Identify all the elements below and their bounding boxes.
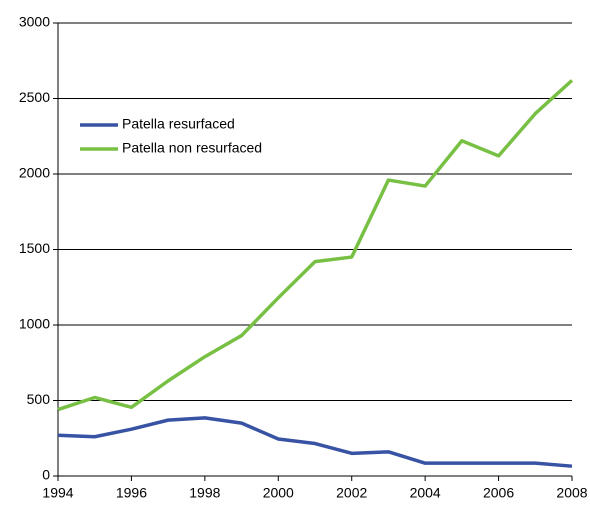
x-tick-label: 2008: [556, 485, 587, 501]
x-tick-label: 2004: [410, 485, 441, 501]
x-tick-label: 1996: [116, 485, 147, 501]
y-tick-label: 1000: [19, 316, 50, 332]
x-tick-label: 1998: [189, 485, 220, 501]
y-tick-label: 3000: [19, 14, 50, 30]
x-tick-label: 2002: [336, 485, 367, 501]
legend-label: Patella non resurfaced: [122, 140, 262, 156]
y-tick-label: 1500: [19, 240, 50, 256]
y-tick-label: 500: [27, 391, 51, 407]
line-series: [57, 79, 574, 412]
x-tick-label: 2006: [483, 485, 514, 501]
x-tick-label: 2000: [263, 485, 294, 501]
y-tick-label: 2000: [19, 165, 50, 181]
legend-label: Patella resurfaced: [122, 116, 235, 132]
y-tick-label: 0: [42, 467, 50, 483]
x-tick-label: 1994: [42, 485, 73, 501]
y-tick-label: 2500: [19, 89, 50, 105]
line-series: [57, 416, 573, 468]
